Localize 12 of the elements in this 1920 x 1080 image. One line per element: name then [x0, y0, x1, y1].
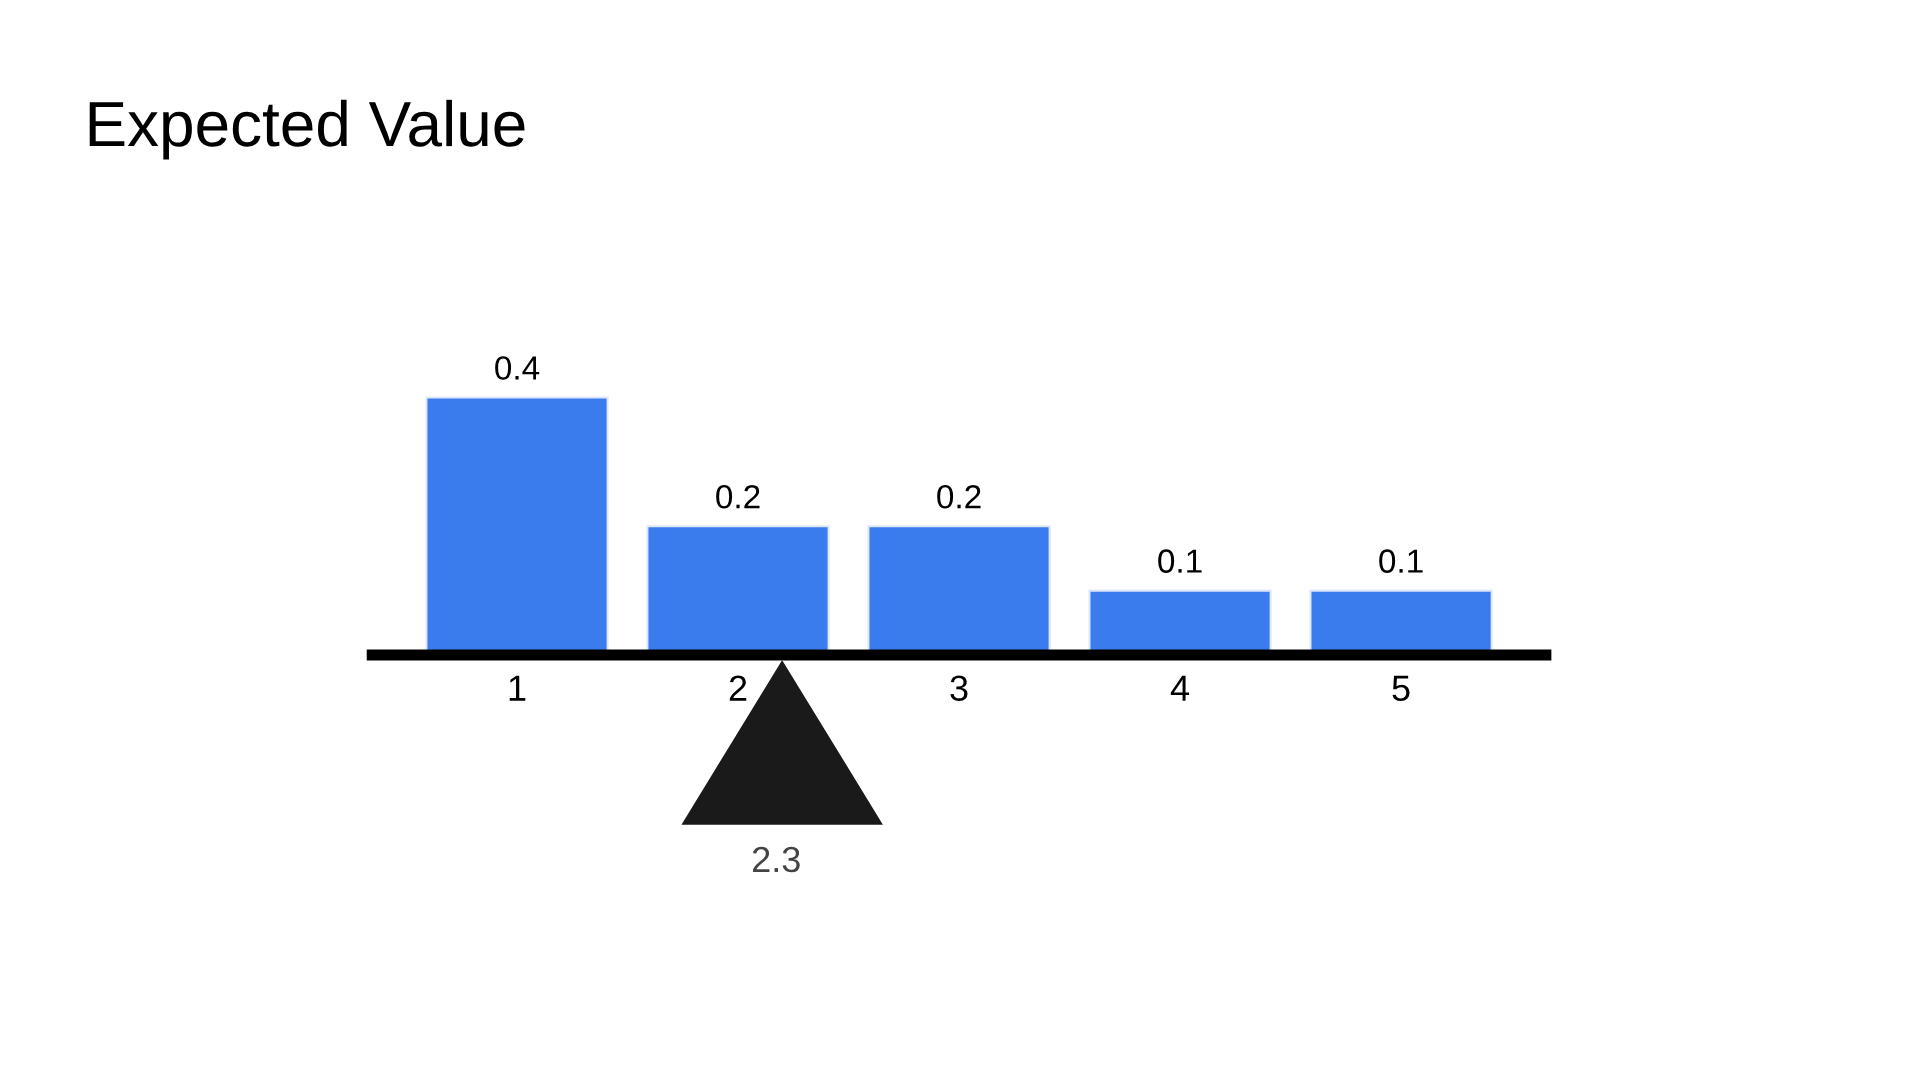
x-tick-label: 5 — [1392, 675, 1410, 701]
data-label: 0.1 — [1379, 549, 1423, 573]
data-label: 0.4 — [495, 356, 540, 380]
text: 2.3 — [752, 846, 800, 873]
x-tick-label: 3 — [950, 675, 968, 701]
data-label: 0.2 — [716, 484, 760, 509]
x-tick-label: 4 — [1170, 675, 1190, 701]
data-label: 0.2 — [937, 484, 981, 509]
x-tick-label: 2 — [729, 675, 747, 701]
data-label: 0.1 — [1158, 549, 1202, 573]
chart-title: Expected Value — [89, 99, 525, 160]
x-tick-label: 1 — [509, 675, 526, 701]
